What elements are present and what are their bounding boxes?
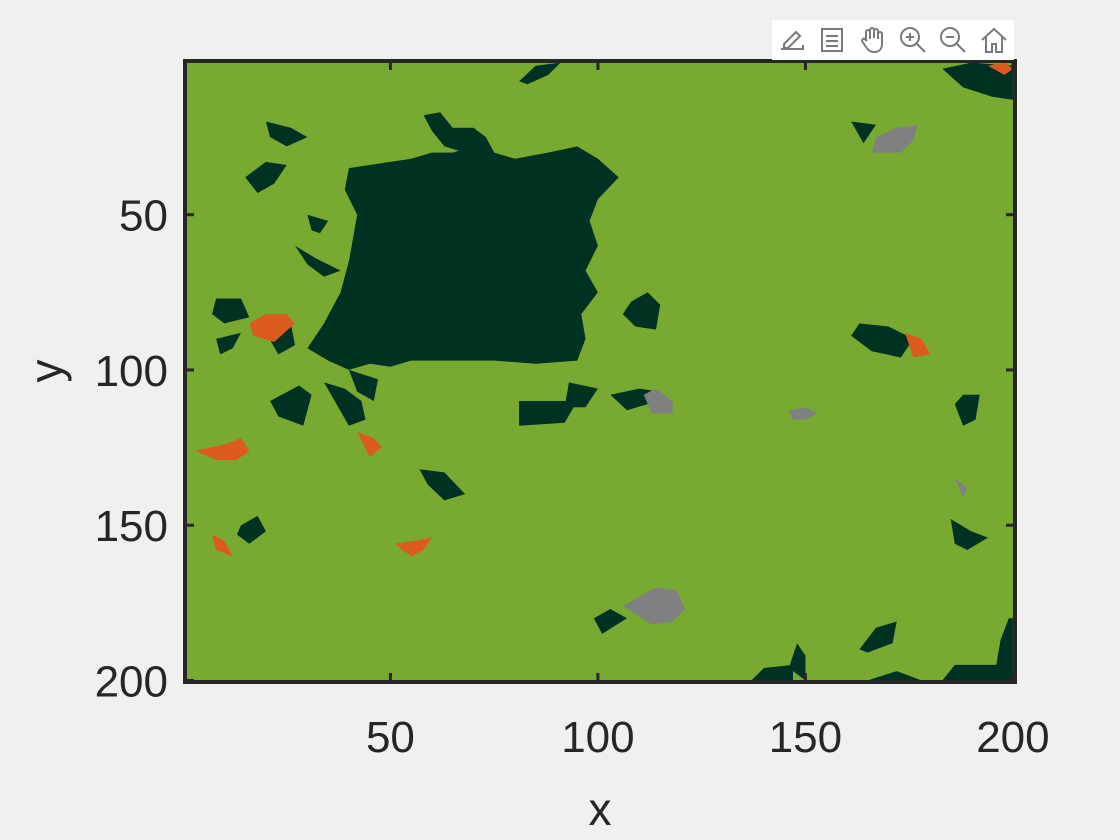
region-dark-5 (295, 245, 341, 277)
region-dark-9 (270, 385, 312, 426)
region-dark-19 (851, 323, 914, 358)
export-button[interactable] (774, 22, 810, 58)
x-tick-label: 200 (976, 713, 1049, 762)
region-dark-21 (950, 519, 988, 550)
region-dark-28 (519, 62, 561, 85)
region-dark-20 (954, 394, 980, 426)
region-gray-38 (643, 388, 673, 414)
region-dark-1 (423, 112, 495, 153)
y-axis-ticks: 50 100 150 200 (95, 192, 1015, 706)
region-dark-2 (265, 121, 308, 147)
region-dark-7 (216, 332, 241, 355)
region-dark-3 (245, 161, 287, 193)
y-axis-label: y (20, 360, 72, 383)
y-tick-label: 100 (95, 347, 168, 396)
region-dark-12 (419, 469, 466, 501)
region-gray-39 (788, 407, 818, 420)
y-tick-label: 200 (95, 657, 168, 706)
x-tick-label: 150 (769, 713, 842, 762)
region-dark-0 (307, 146, 619, 370)
zoom-in-icon (900, 27, 926, 53)
region-dark-25 (867, 671, 922, 681)
region-dark-24 (788, 643, 806, 681)
region-dark-26 (942, 618, 1013, 681)
region-dark-4 (307, 214, 329, 234)
region-dark-16 (564, 382, 598, 408)
region-dark-13 (236, 515, 266, 544)
zoom-out-icon (940, 27, 967, 53)
y-tick-label: 50 (119, 192, 168, 241)
home-icon (981, 27, 1007, 53)
region-gray-40 (954, 478, 968, 498)
region-dark-22 (859, 621, 897, 653)
region-dark-10 (324, 382, 366, 426)
zoom-in-button[interactable] (895, 22, 931, 58)
region-dark-15 (519, 401, 578, 426)
axes-frame (183, 59, 1017, 684)
plot-area (183, 59, 1017, 684)
x-tick-label: 100 (561, 713, 634, 762)
y-tick-label: 150 (95, 502, 168, 551)
region-dark-23 (751, 664, 793, 681)
region-gray-41 (622, 587, 686, 625)
region-orange-36 (988, 62, 1013, 75)
region-orange-31 (195, 438, 250, 460)
region-orange-35 (905, 332, 930, 358)
region-orange-34 (394, 537, 432, 557)
datatips-button[interactable] (814, 22, 850, 58)
datatips-icon (821, 28, 844, 52)
home-button[interactable] (976, 22, 1012, 58)
region-dark-29 (593, 609, 627, 634)
class-regions (195, 62, 1013, 681)
export-icon (781, 30, 805, 50)
region-dark-17 (622, 292, 661, 330)
pan-hand-icon (860, 27, 883, 54)
region-orange-32 (357, 432, 383, 457)
plot-background (185, 61, 1015, 682)
zoom-out-button[interactable] (935, 22, 971, 58)
region-dark-27 (942, 62, 1013, 100)
region-dark-11 (348, 369, 378, 401)
region-dark-18 (851, 121, 876, 144)
region-orange-30 (249, 314, 295, 342)
x-axis-label: x (589, 783, 612, 835)
x-tick-label: 50 (366, 713, 415, 762)
region-orange-33 (212, 534, 233, 557)
region-gray-37 (871, 124, 918, 153)
axes-toolbar (772, 20, 1014, 60)
pan-button[interactable] (855, 22, 891, 58)
x-axis-ticks: 50 100 150 200 (366, 61, 1050, 762)
region-dark-6 (212, 298, 250, 324)
